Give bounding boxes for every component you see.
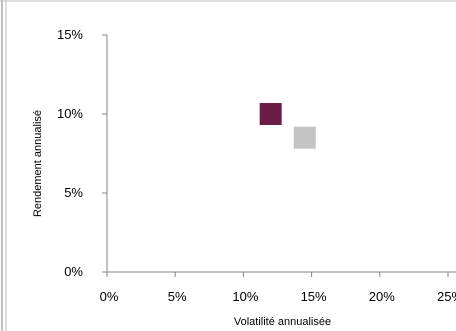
y-tick-label: 15% [57, 27, 83, 42]
x-tick-label: 25% [437, 289, 456, 304]
x-tick-label: 15% [301, 289, 327, 304]
y-tick-label: 5% [64, 185, 83, 200]
x-tick-label: 5% [168, 289, 187, 304]
x-tick-label: 20% [369, 289, 395, 304]
x-axis-ticks: 0% 5% 10% 15% 20% 25% [100, 272, 456, 304]
y-axis-title: Rendement annualisé [32, 110, 44, 217]
y-tick-label: 0% [64, 264, 83, 279]
x-tick-label: 10% [232, 289, 258, 304]
y-axis-ticks: 0% 5% 10% 15% [57, 27, 107, 279]
y-tick-label: 10% [57, 106, 83, 121]
data-points [259, 103, 316, 149]
x-axis-title: Volatilité annualisée [234, 316, 331, 328]
x-tick-label: 0% [100, 289, 119, 304]
data-point-square [259, 103, 282, 125]
data-point-square [293, 126, 316, 149]
